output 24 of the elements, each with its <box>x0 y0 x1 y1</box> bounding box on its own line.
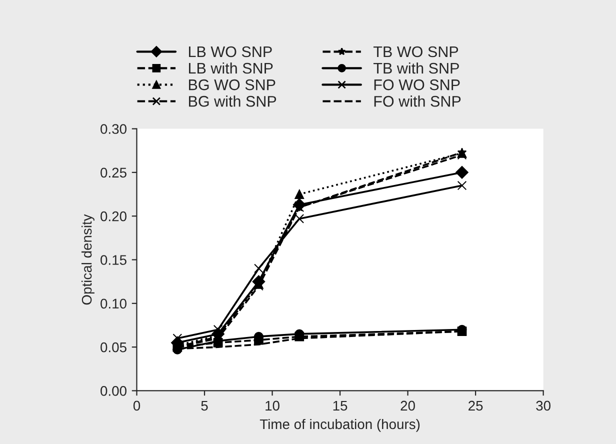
legend-label: BG with SNP <box>188 96 276 107</box>
y-tick-label: 0.15 <box>100 255 126 265</box>
y-tick-label: 0.00 <box>100 386 126 396</box>
x-tick-label: 5 <box>201 400 208 411</box>
legend-label: FO WO SNP <box>374 79 460 90</box>
y-tick-label: 0.10 <box>100 298 126 309</box>
legend-label: TB WO SNP <box>373 46 458 58</box>
legend-label: BG WO SNP <box>188 79 276 90</box>
y-axis-title: Optical density <box>82 214 94 305</box>
legend-label: FO with SNP <box>374 96 461 107</box>
x-tick-label: 20 <box>400 400 415 411</box>
x-tick-label: 15 <box>333 400 348 411</box>
y-tick-label: 0.25 <box>100 168 126 178</box>
y-tick-label: 0.30 <box>100 124 126 134</box>
x-tick-label: 30 <box>536 400 550 411</box>
y-tick-label: 0.20 <box>100 211 126 222</box>
x-tick-label: 25 <box>468 400 483 411</box>
legend-label: TB with SNP <box>373 62 459 74</box>
y-tick-label: 0.05 <box>100 342 126 352</box>
legend-label: LB WO SNP <box>188 46 272 58</box>
x-tick-label: 10 <box>266 400 280 411</box>
x-axis-title: Time of incubation (hours) <box>260 418 420 432</box>
legend-label: LB with SNP <box>188 62 273 74</box>
x-tick-label: 0 <box>133 400 140 411</box>
